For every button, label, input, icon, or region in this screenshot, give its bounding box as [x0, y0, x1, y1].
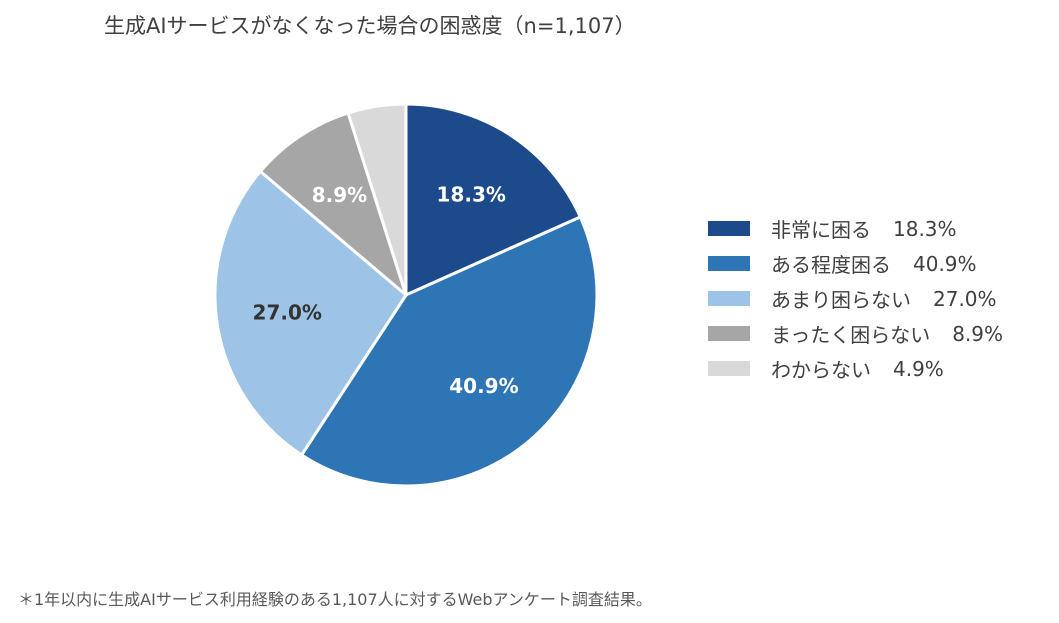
legend-value: 40.9%	[913, 251, 977, 276]
chart-legend: 非常に困る 18.3% ある程度困る 40.9% あまり困らない 27.0% ま…	[708, 211, 1003, 386]
slice-data-label: 18.3%	[437, 182, 506, 206]
legend-item-very-troubled: 非常に困る 18.3%	[708, 211, 1003, 246]
legend-swatch	[708, 256, 750, 271]
legend-value: 27.0%	[933, 286, 997, 311]
legend-label: あまり困らない	[771, 288, 911, 312]
legend-item-not-very-troubled: あまり困らない 27.0%	[708, 281, 1003, 316]
slice-dont-know	[346, 102, 408, 297]
slice-very-troubled	[404, 102, 582, 297]
slice-not-troubled-at-all	[258, 111, 408, 297]
legend-swatch	[708, 361, 750, 376]
chart-title: 生成AIサービスがなくなった場合の困惑度（n=1,107）	[104, 14, 636, 38]
slice-data-label: 8.9%	[312, 183, 367, 207]
legend-value: 8.9%	[952, 321, 1004, 346]
footnote: ＊1年以内に生成AIサービス利用経験のある1,107人に対するWebアンケート調…	[18, 590, 652, 609]
legend-item-not-troubled-at-all: まったく困らない 8.9%	[708, 316, 1003, 351]
legend-value: 18.3%	[893, 216, 957, 241]
legend-label: ある程度困る	[771, 253, 891, 277]
legend-label: わからない	[771, 358, 871, 382]
legend-swatch	[708, 326, 750, 341]
legend-item-dont-know: わからない 4.9%	[708, 351, 1003, 386]
legend-item-somewhat-troubled: ある程度困る 40.9%	[708, 246, 1003, 281]
slice-data-label: 27.0%	[253, 300, 322, 324]
legend-swatch	[708, 291, 750, 306]
legend-label: まったく困らない	[771, 323, 931, 347]
slice-data-label: 40.9%	[449, 374, 518, 398]
slice-somewhat-troubled	[300, 215, 599, 488]
legend-value: 4.9%	[893, 356, 944, 381]
legend-label: 非常に困る	[771, 218, 871, 242]
slice-not-very-troubled	[213, 169, 408, 457]
legend-swatch	[708, 221, 750, 236]
